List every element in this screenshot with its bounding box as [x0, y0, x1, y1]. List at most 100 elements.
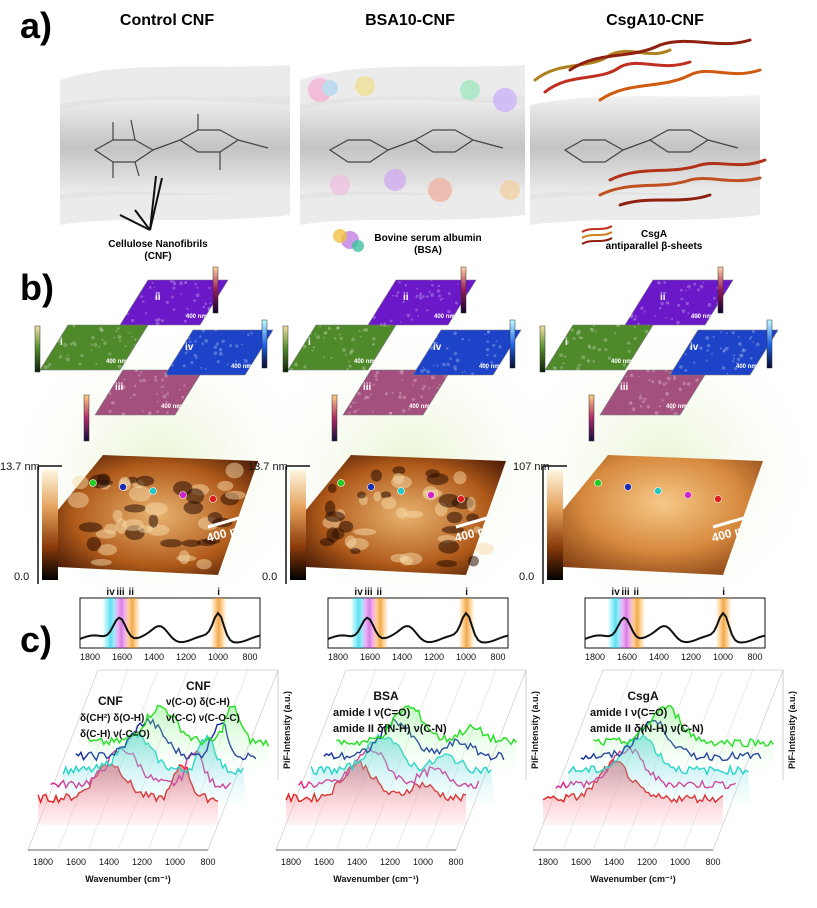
map-texture: [194, 340, 197, 343]
ir-band-highlight: [372, 598, 389, 648]
spectra-tick-label: 1200: [380, 857, 400, 867]
ir-tick-label: 1200: [681, 652, 701, 662]
afm-feature: [370, 469, 382, 482]
map-texture: [194, 356, 198, 360]
map-texture: [294, 362, 299, 367]
afm-feature: [326, 527, 340, 543]
map-texture: [553, 366, 557, 370]
spectra-y-axis-title: PiF-Intensity (a.u.): [282, 691, 292, 769]
afm-feature: [196, 539, 216, 547]
map-texture: [65, 357, 68, 360]
map-texture: [437, 284, 440, 288]
map-texture: [359, 335, 362, 338]
map-texture: [391, 391, 394, 394]
ir-tick-label: 1000: [456, 652, 476, 662]
map-texture: [123, 378, 125, 381]
afm-feature: [207, 512, 223, 524]
map-color-scale: [539, 325, 546, 373]
map-texture: [160, 319, 165, 323]
map-texture: [741, 350, 744, 353]
map-texture: [364, 395, 368, 399]
panel-label-c: c): [20, 619, 52, 660]
map-texture: [664, 291, 667, 294]
map-texture: [461, 337, 464, 341]
map-texture: [577, 329, 581, 334]
map-texture: [633, 337, 637, 341]
map-texture: [726, 332, 728, 335]
map-texture: [375, 370, 380, 375]
map-texture: [413, 378, 417, 383]
map-texture: [613, 332, 617, 335]
spectra-x-axis-title: Wavenumber (cm⁻¹): [590, 874, 675, 884]
cellulose-structure: [563, 129, 739, 163]
map-texture: [112, 336, 115, 339]
map-texture: [693, 282, 697, 286]
fibril-shape: [60, 65, 290, 110]
map-texture: [91, 336, 95, 340]
map-texture: [398, 281, 401, 284]
spectra-tick-label: 1800: [33, 857, 53, 867]
map-texture: [675, 412, 678, 415]
spectrum-line-5: [336, 705, 517, 747]
map-texture: [422, 366, 425, 369]
map-texture: [436, 386, 439, 389]
fibril-pointer-lines: [119, 175, 163, 231]
map-texture: [590, 327, 593, 331]
afm-measurement-point: [119, 483, 127, 491]
map-texture: [216, 360, 220, 364]
map-texture: [204, 338, 209, 343]
afm-feature: [128, 485, 152, 502]
map-texture: [243, 358, 245, 361]
afm-feature: [94, 479, 113, 486]
map-texture: [303, 365, 307, 369]
map-texture: [673, 412, 677, 416]
fibril-shape: [300, 95, 525, 200]
map-scale-label: 400 nm: [434, 314, 455, 320]
map-texture: [186, 307, 189, 310]
map-texture: [683, 404, 687, 407]
map-texture: [457, 283, 459, 285]
map-texture: [178, 388, 181, 391]
map-texture: [190, 360, 194, 365]
map-texture: [375, 378, 379, 381]
map-texture: [705, 359, 709, 362]
map-texture: [639, 405, 643, 408]
map-texture: [402, 300, 405, 304]
map-color-scale: [282, 325, 289, 373]
map-texture: [370, 393, 372, 396]
map-texture: [200, 366, 203, 369]
map-texture: [184, 281, 188, 284]
map-texture: [247, 333, 250, 336]
map-texture: [349, 405, 353, 408]
map-texture: [682, 381, 686, 386]
map-scale-label: 400 nm: [666, 404, 687, 410]
spectra-tick-label: 1600: [571, 857, 591, 867]
column-bsa10-cnf: BSA10-CNF Bovine serum albumin (BSA: [300, 12, 525, 256]
column-title: Control CNF: [120, 12, 214, 29]
map-texture: [492, 344, 496, 348]
ir-peak-label: ii: [634, 587, 640, 598]
map-texture: [90, 349, 93, 352]
map-texture: [162, 394, 167, 399]
ir-tick-label: 800: [490, 652, 505, 662]
map-texture: [226, 363, 229, 366]
map-color-scale: [331, 394, 338, 442]
map-texture: [722, 350, 725, 353]
map-texture: [685, 289, 687, 292]
map-texture: [139, 379, 143, 383]
map-texture: [428, 387, 431, 390]
map-texture: [72, 341, 76, 345]
map-texture: [183, 319, 187, 323]
map-texture: [592, 360, 596, 363]
afm-feature: [344, 535, 357, 548]
map-texture: [218, 348, 222, 352]
map-texture: [687, 284, 691, 289]
map-texture: [638, 375, 640, 378]
map-texture: [679, 288, 683, 292]
map-texture: [750, 335, 753, 338]
map-texture: [434, 341, 438, 346]
afm-scale-max: 13.7 nm: [0, 461, 40, 473]
map-scale-label: 400 nm: [736, 364, 757, 370]
map-texture: [587, 360, 591, 363]
map-texture: [464, 370, 466, 373]
